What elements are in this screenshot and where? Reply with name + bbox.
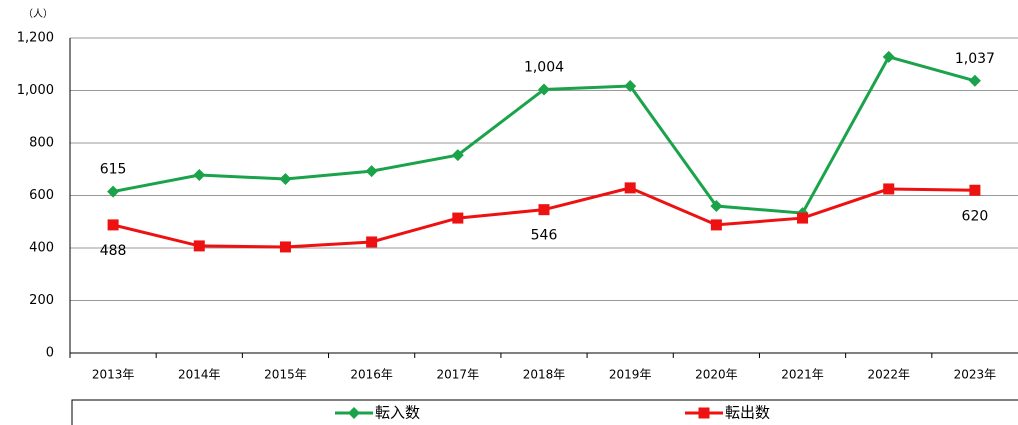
marker xyxy=(624,80,637,93)
marker xyxy=(882,50,895,63)
x-tick-label: 2014年 xyxy=(178,368,221,382)
marker xyxy=(107,185,120,198)
x-tick-label: 2019年 xyxy=(609,368,652,382)
data-label: 615 xyxy=(100,162,127,178)
marker xyxy=(969,184,981,196)
marker xyxy=(968,74,981,87)
x-tick-label: 2013年 xyxy=(92,368,135,382)
x-tick-label: 2017年 xyxy=(437,368,480,382)
data-label: 546 xyxy=(531,228,558,244)
legend-label: 転出数 xyxy=(725,404,770,422)
legend-marker xyxy=(698,407,710,419)
x-tick-label: 2021年 xyxy=(781,368,824,382)
marker xyxy=(279,241,291,253)
marker xyxy=(279,172,292,185)
y-axis-unit: （人） xyxy=(23,8,53,20)
marker xyxy=(107,219,119,231)
data-label: 620 xyxy=(962,208,989,224)
marker xyxy=(365,165,378,178)
y-tick-label: 800 xyxy=(29,136,54,151)
marker xyxy=(538,83,550,96)
y-tick-label: 1,000 xyxy=(17,83,54,98)
x-tick-label: 2023年 xyxy=(954,368,997,382)
marker xyxy=(452,212,464,224)
x-tick-label: 2020年 xyxy=(695,368,738,382)
data-label: 1,037 xyxy=(955,51,995,67)
y-tick-label: 400 xyxy=(29,241,54,256)
marker xyxy=(710,200,723,212)
marker xyxy=(451,149,464,162)
x-tick-label: 2018年 xyxy=(523,368,566,382)
x-tick-label: 2022年 xyxy=(867,368,910,382)
marker xyxy=(366,236,378,248)
legend-label: 転入数 xyxy=(375,404,420,422)
marker xyxy=(797,212,809,224)
marker xyxy=(538,204,550,216)
data-label: 488 xyxy=(100,243,127,259)
marker xyxy=(193,169,206,182)
marker xyxy=(710,219,722,231)
legend-marker xyxy=(348,407,360,419)
marker xyxy=(193,240,205,252)
y-tick-label: 600 xyxy=(29,188,54,203)
x-tick-label: 2016年 xyxy=(350,368,393,382)
y-tick-label: 200 xyxy=(29,293,54,308)
legend-frame xyxy=(71,399,1018,425)
series-line xyxy=(112,55,976,215)
x-tick-label: 2015年 xyxy=(264,368,307,382)
data-label: 1,004 xyxy=(524,59,564,75)
y-tick-label: 1,200 xyxy=(17,31,54,46)
y-tick-label: 0 xyxy=(46,346,54,361)
marker xyxy=(624,182,636,194)
marker xyxy=(883,183,895,195)
